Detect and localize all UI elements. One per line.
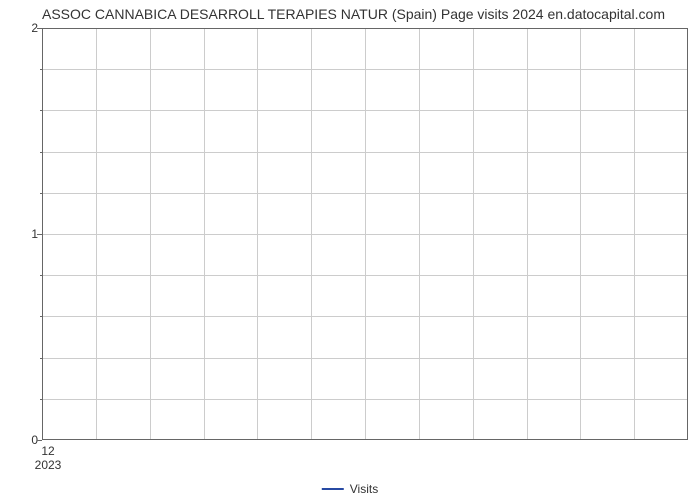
y-tick-label: 1: [8, 227, 38, 241]
y-tick-mark: [37, 234, 42, 235]
gridline-vertical: [96, 29, 97, 439]
y-minor-tick-mark: [40, 152, 42, 153]
gridline-vertical: [419, 29, 420, 439]
y-minor-tick-mark: [40, 110, 42, 111]
gridline-vertical: [311, 29, 312, 439]
gridline-vertical: [580, 29, 581, 439]
gridline-vertical: [527, 29, 528, 439]
chart-title: ASSOC CANNABICA DESARROLL TERAPIES NATUR…: [42, 6, 665, 22]
x-tick-label: 12: [41, 444, 54, 458]
gridline-vertical: [634, 29, 635, 439]
gridline-vertical: [257, 29, 258, 439]
gridline-vertical: [473, 29, 474, 439]
legend-line-visits: [322, 488, 344, 490]
y-minor-tick-mark: [40, 275, 42, 276]
plot-area: [42, 28, 688, 440]
y-tick-mark: [37, 28, 42, 29]
x-year-label: 2023: [35, 458, 62, 472]
y-minor-tick-mark: [40, 69, 42, 70]
y-tick-label: 2: [8, 21, 38, 35]
y-minor-tick-mark: [40, 358, 42, 359]
y-tick-label: 0: [8, 433, 38, 447]
y-minor-tick-mark: [40, 399, 42, 400]
gridline-vertical: [204, 29, 205, 439]
legend: Visits: [322, 482, 378, 496]
y-tick-mark: [37, 440, 42, 441]
gridline-vertical: [150, 29, 151, 439]
y-minor-tick-mark: [40, 193, 42, 194]
legend-label-visits: Visits: [350, 482, 378, 496]
gridline-vertical: [365, 29, 366, 439]
y-minor-tick-mark: [40, 316, 42, 317]
